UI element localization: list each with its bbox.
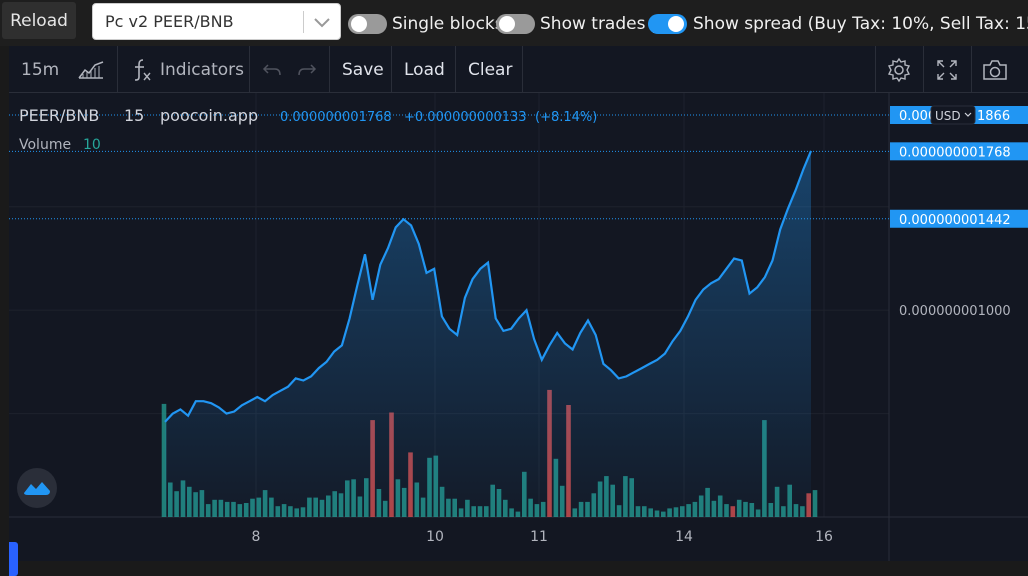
toggle-knob [499,16,515,32]
toggle-knob [351,16,367,32]
indicators-button[interactable]: Indicators [160,59,244,80]
cloud-logo-icon[interactable] [17,468,57,508]
toolbar-divider [391,46,392,93]
price-tag-label: 0.000000001768 [899,145,1011,160]
price-scale: 0.000 1866 0.000000001768 0.000000001442 USD… [890,105,1028,319]
price-chart[interactable]: 0.000 1866 0.000000001768 0.000000001442 USD… [9,93,1028,561]
price-area-fill [165,150,811,517]
clear-button[interactable]: Clear [468,59,513,80]
toolbar-divider [117,46,118,93]
time-tick-label: 10 [426,529,444,545]
toggle-knob [668,16,684,32]
price-tag-label: 0.000000001442 [899,213,1011,228]
toolbar-divider [455,46,456,93]
fx-icon[interactable] [131,46,153,93]
top-bar: Reload Pc v2 PEER/BNB Single blocks Show… [0,0,1028,46]
save-button[interactable]: Save [342,59,384,80]
chevron-down-icon [964,112,972,117]
price-tag-suffix: 1866 [977,109,1010,124]
time-axis: 8 10 11 14 16 [252,529,833,545]
show-spread-label: Show spread (Buy Tax: 10%, Sell Tax: 15%… [693,14,1028,34]
redo-icon[interactable] [297,46,317,93]
camera-icon[interactable] [981,46,1009,93]
toolbar-divider [522,46,523,93]
legend-change-pct: (+8.14%) [535,110,597,125]
chart-toolbar: 15m Indicators Save Load Clear [9,46,1028,93]
select-divider [303,11,304,33]
fullscreen-icon[interactable] [935,46,959,93]
volume-bar [161,403,167,517]
show-spread-toggle[interactable] [648,14,687,34]
pair-select-value: Pc v2 PEER/BNB [105,12,234,31]
chart-container: 15m Indicators Save Load Clear [9,46,1028,576]
single-blocks-label: Single blocks [392,14,504,34]
legend-source: poocoin.app [160,106,258,125]
pair-select[interactable]: Pc v2 PEER/BNB [92,3,341,40]
price-tick-label: 0.000000001000 [899,304,1011,319]
reload-button[interactable]: Reload [2,2,76,39]
toolbar-divider [923,46,924,93]
chart-type-icon[interactable] [77,46,105,93]
price-tag-bg [890,209,1028,228]
currency-select[interactable]: USD [930,105,976,125]
show-trades-toggle[interactable] [496,14,535,34]
undo-icon[interactable] [262,46,282,93]
chevron-down-icon [314,18,330,28]
load-button[interactable]: Load [404,59,445,80]
time-tick-label: 14 [675,529,693,545]
price-lines [9,114,889,220]
legend-last-price: 0.000000001768 [280,110,392,125]
legend-interval: 15 [124,106,144,125]
chart-legend: PEER/BNB 15 poocoin.app 0.000000001768 +… [19,106,597,153]
legend-change: +0.000000000133 [404,110,527,125]
price-tag-label: 0.000 [899,109,936,124]
show-trades-label: Show trades | [540,14,657,34]
volume-label: Volume [19,137,71,153]
time-tick-label: 16 [815,529,833,545]
time-tick-label: 8 [252,529,261,545]
time-tick-label: 11 [530,529,548,545]
interval-button[interactable]: 15m [21,59,60,80]
price-tag-bg [890,142,1028,161]
left-panel-handle[interactable] [9,542,18,576]
currency-pill-bg [930,105,976,125]
currency-label: USD [935,109,961,123]
toolbar-divider [249,46,250,93]
single-blocks-toggle[interactable] [348,14,387,34]
legend-symbol: PEER/BNB [19,106,99,125]
toolbar-divider [875,46,876,93]
price-area [164,150,813,517]
volume-value: 10 [83,137,101,153]
gear-icon[interactable] [886,46,912,93]
toolbar-divider [329,46,330,93]
toolbar-divider [971,46,972,93]
volume-bar [812,490,818,517]
price-line [164,150,813,423]
